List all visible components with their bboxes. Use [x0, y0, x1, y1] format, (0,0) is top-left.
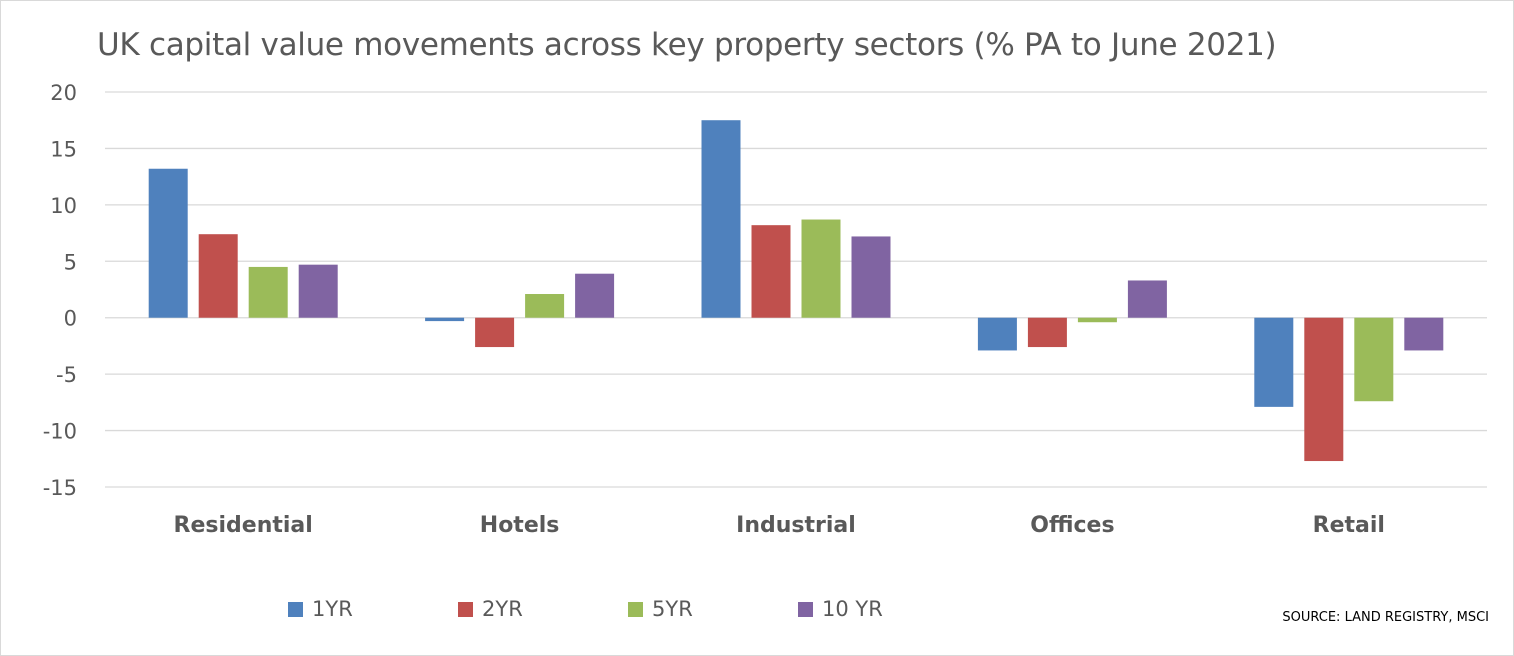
- bar-hotels-2yr: [475, 317, 515, 348]
- source-note: SOURCE: LAND REGISTRY, MSCI: [1282, 610, 1489, 625]
- y-tick-label: -15: [43, 476, 77, 500]
- y-tick-label: 15: [50, 137, 77, 161]
- legend-item: 10 YR: [798, 597, 968, 621]
- bar-hotels-10yr: [575, 273, 615, 318]
- bar-industrial-1yr: [701, 120, 741, 318]
- legend-item: 2YR: [458, 597, 628, 621]
- x-category-label: Offices: [1030, 513, 1114, 538]
- bar-industrial-2yr: [751, 225, 791, 318]
- bar-residential-1yr: [148, 168, 188, 318]
- legend-swatch: [798, 601, 813, 617]
- bar-offices-10yr: [1127, 280, 1167, 318]
- bar-retail-10yr: [1404, 317, 1444, 351]
- legend-swatch: [458, 601, 473, 617]
- bar-hotels-5yr: [525, 294, 565, 318]
- bar-residential-2yr: [198, 234, 238, 318]
- x-category-label: Residential: [174, 513, 313, 538]
- y-tick-label: -10: [43, 420, 77, 444]
- bar-retail-2yr: [1304, 317, 1344, 462]
- bar-offices-2yr: [1027, 317, 1067, 348]
- legend-label: 5YR: [652, 597, 693, 621]
- legend-swatch: [288, 601, 303, 617]
- bar-hotels-1yr: [425, 317, 465, 322]
- bar-industrial-10yr: [851, 236, 891, 318]
- y-tick-label: 0: [64, 307, 77, 331]
- chart-title: UK capital value movements across key pr…: [97, 27, 1277, 63]
- chart-legend: 1YR 2YR 5YR 10 YR: [288, 597, 968, 621]
- x-category-label: Industrial: [736, 513, 856, 538]
- bar-residential-5yr: [248, 266, 288, 318]
- y-tick-label: 5: [64, 250, 77, 274]
- legend-label: 10 YR: [822, 597, 883, 621]
- bar-offices-5yr: [1077, 317, 1117, 323]
- legend-swatch: [628, 601, 643, 617]
- legend-label: 2YR: [482, 597, 523, 621]
- x-category-label: Hotels: [480, 513, 560, 538]
- bar-chart: 20 15 10 5 0 -5 -10 -15 Residential Hotels Industr…: [43, 81, 1487, 538]
- legend-item: 1YR: [288, 597, 458, 621]
- bar-offices-1yr: [977, 317, 1017, 351]
- legend-label: 1YR: [312, 597, 353, 621]
- bar-industrial-5yr: [801, 219, 841, 318]
- y-tick-label: 10: [50, 194, 77, 218]
- bar-retail-1yr: [1254, 317, 1294, 407]
- x-category-label: Retail: [1313, 513, 1385, 538]
- y-tick-label: 20: [50, 81, 77, 105]
- bar-retail-5yr: [1354, 317, 1394, 402]
- y-tick-label: -5: [56, 363, 77, 387]
- bar-residential-10yr: [298, 264, 338, 318]
- legend-item: 5YR: [628, 597, 798, 621]
